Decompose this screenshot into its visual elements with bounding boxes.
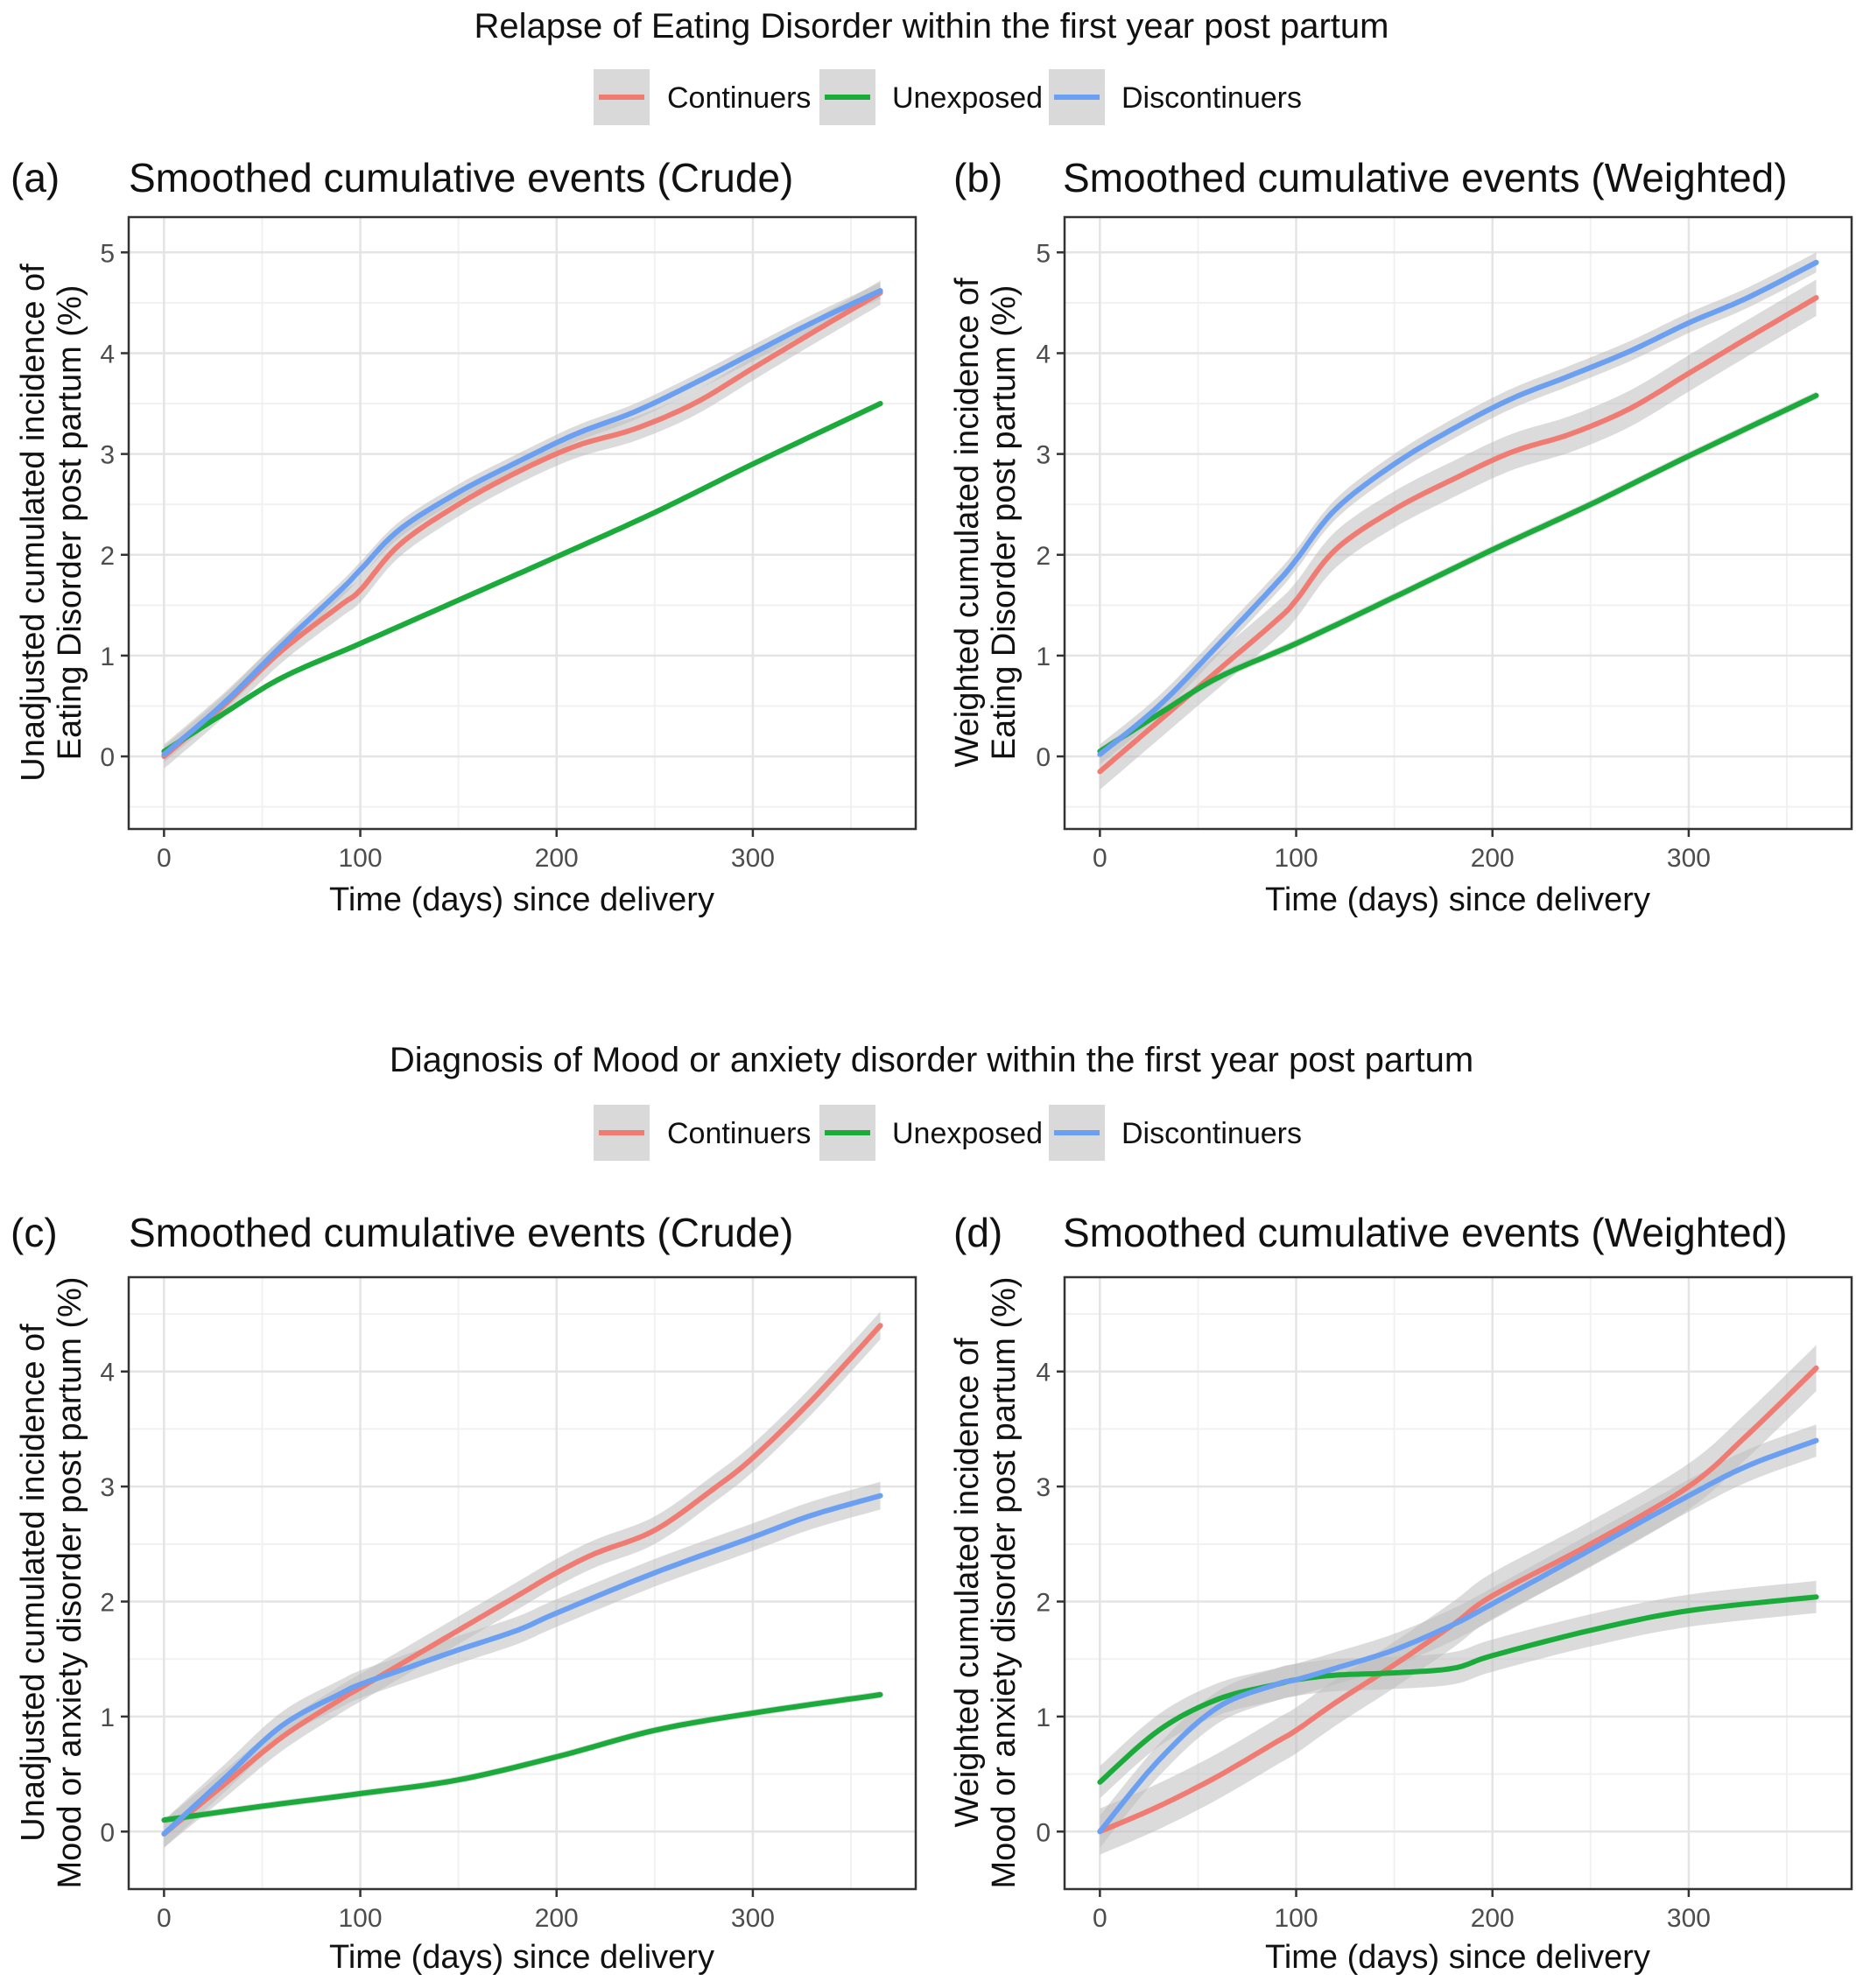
section-1-legend: Continuers Unexposed Discontinuers xyxy=(594,69,1302,125)
panel-c: (c) Smoothed cumulative events (Crude) 0… xyxy=(11,1210,916,1976)
x-tick-label: 200 xyxy=(1471,1904,1515,1933)
y-tick-label: 3 xyxy=(100,1473,115,1502)
x-tick-label: 200 xyxy=(535,1904,579,1933)
y-tick-label: 1 xyxy=(1036,643,1051,671)
panel-d: (d) Smoothed cumulative events (Weighted… xyxy=(949,1210,1852,1976)
x-tick-label: 100 xyxy=(1275,844,1318,873)
y-tick-label: 5 xyxy=(1036,239,1051,268)
y-tick-label: 0 xyxy=(100,1818,115,1847)
y-tick-label: 3 xyxy=(100,441,115,470)
panel-title: Smoothed cumulative events (Weighted) xyxy=(1063,155,1788,200)
y-axis-label-line-1: Unadjusted cumulated incidence of xyxy=(15,1324,52,1842)
plot-area: 0 100 200 300 0 1 2 3 4 5 xyxy=(1036,217,1852,873)
y-tick-label: 3 xyxy=(1036,1473,1051,1502)
y-tick-label: 1 xyxy=(100,643,115,671)
legend-label-unexposed: Unexposed xyxy=(892,81,1043,115)
x-tick-label: 300 xyxy=(1667,1904,1711,1933)
x-tick-label: 0 xyxy=(1093,1904,1107,1933)
x-tick-label: 100 xyxy=(1275,1904,1318,1933)
legend-label-unexposed: Unexposed xyxy=(892,1117,1043,1150)
panel-tag: (d) xyxy=(953,1210,1002,1255)
y-tick-label: 3 xyxy=(1036,441,1051,470)
panel-a: (a) Smoothed cumulative events (Crude) 0… xyxy=(11,155,916,918)
y-tick-label: 2 xyxy=(1036,542,1051,571)
y-tick-label: 2 xyxy=(1036,1589,1051,1618)
panel-tag: (b) xyxy=(953,155,1002,200)
y-tick-label: 1 xyxy=(100,1703,115,1732)
panel-tag: (a) xyxy=(11,155,60,200)
x-tick-label: 0 xyxy=(157,1904,172,1933)
plot-area: 0 100 200 300 0 1 2 3 4 xyxy=(100,1277,916,1933)
section-2-legend: Continuers Unexposed Discontinuers xyxy=(594,1105,1302,1161)
y-tick-label: 5 xyxy=(100,239,115,268)
y-axis-label-line-1: Weighted cumulated incidence of xyxy=(949,1338,986,1828)
x-tick-label: 300 xyxy=(731,844,775,873)
x-tick-label: 0 xyxy=(157,844,172,873)
section-1-header: Relapse of Eating Disorder within the fi… xyxy=(475,7,1389,125)
legend-label-discontinuers: Discontinuers xyxy=(1121,81,1302,115)
y-axis-label-line-1: Unadjusted cumulated incidence of xyxy=(15,263,52,782)
x-tick-label: 200 xyxy=(1471,844,1515,873)
y-tick-label: 4 xyxy=(1036,340,1051,369)
section-2-header: Diagnosis of Mood or anxiety disorder wi… xyxy=(390,1041,1473,1161)
legend-label-discontinuers: Discontinuers xyxy=(1121,1117,1302,1150)
y-axis-label-line-2: Eating Disorder post partum (%) xyxy=(52,285,88,761)
panel-title: Smoothed cumulative events (Weighted) xyxy=(1063,1210,1788,1255)
x-axis-label: Time (days) since delivery xyxy=(1265,1939,1650,1976)
x-axis-label: Time (days) since delivery xyxy=(329,882,714,918)
y-axis-label-line-1: Weighted cumulated incidence of xyxy=(949,277,986,768)
x-axis-label: Time (days) since delivery xyxy=(1265,882,1650,918)
y-tick-label: 0 xyxy=(1036,743,1051,772)
y-tick-label: 2 xyxy=(100,542,115,571)
legend-label-continuers: Continuers xyxy=(667,1117,811,1150)
x-tick-label: 100 xyxy=(339,1904,383,1933)
panel-title: Smoothed cumulative events (Crude) xyxy=(129,1210,793,1255)
y-tick-label: 4 xyxy=(100,1359,115,1387)
x-tick-label: 300 xyxy=(731,1904,775,1933)
x-tick-label: 0 xyxy=(1093,844,1107,873)
y-tick-label: 0 xyxy=(1036,1818,1051,1847)
y-tick-label: 1 xyxy=(1036,1703,1051,1732)
section-2-title: Diagnosis of Mood or anxiety disorder wi… xyxy=(390,1041,1473,1079)
section-1-title: Relapse of Eating Disorder within the fi… xyxy=(475,7,1389,46)
panel-title: Smoothed cumulative events (Crude) xyxy=(129,155,793,200)
y-tick-label: 0 xyxy=(100,743,115,772)
y-axis-label-line-2: Eating Disorder post partum (%) xyxy=(986,285,1023,761)
figure: Relapse of Eating Disorder within the fi… xyxy=(0,0,1863,1988)
plot-area: 0 100 200 300 0 1 2 3 4 5 xyxy=(100,217,916,873)
x-tick-label: 200 xyxy=(535,844,579,873)
y-tick-label: 2 xyxy=(100,1589,115,1618)
x-axis-label: Time (days) since delivery xyxy=(329,1939,714,1976)
legend-label-continuers: Continuers xyxy=(667,81,811,115)
x-tick-label: 100 xyxy=(339,844,383,873)
panel-b: (b) Smoothed cumulative events (Weighted… xyxy=(949,155,1852,918)
y-tick-label: 4 xyxy=(1036,1359,1051,1387)
y-axis-label-line-2: Mood or anxiety disorder post partum (%) xyxy=(52,1276,88,1888)
x-tick-label: 300 xyxy=(1667,844,1711,873)
y-tick-label: 4 xyxy=(100,340,115,369)
y-axis-label-line-2: Mood or anxiety disorder post partum (%) xyxy=(986,1276,1023,1888)
plot-area: 0 100 200 300 0 1 2 3 4 xyxy=(1036,1277,1852,1933)
plot-background xyxy=(129,217,916,829)
panel-tag: (c) xyxy=(11,1210,58,1255)
